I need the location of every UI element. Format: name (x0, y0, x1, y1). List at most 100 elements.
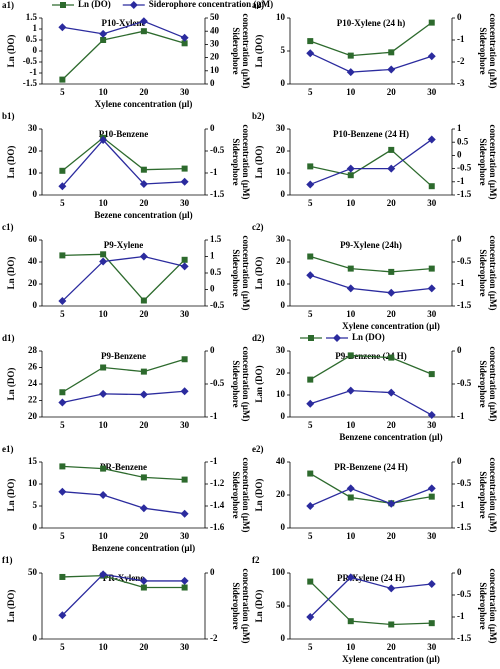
y2-axis-label: Siderophore (478, 249, 488, 296)
marker (387, 65, 396, 74)
panel-label: d1) (2, 333, 15, 343)
x-tick-label: 10 (346, 87, 356, 97)
chart-title: P9-Benzene (101, 351, 146, 361)
y2-tick-label: -1 (457, 278, 465, 288)
marker (140, 28, 147, 35)
marker (181, 356, 188, 363)
y-tick-label: 0 (281, 300, 286, 310)
y-tick-label: 0 (281, 522, 286, 532)
marker (427, 580, 436, 588)
y2-tick-label: -1.5 (457, 300, 472, 310)
y-tick-label: 0 (281, 633, 286, 643)
y2-axis-label: Siderophore (231, 138, 241, 185)
marker (59, 389, 66, 396)
x-tick-label: 20 (387, 642, 397, 652)
y-tick-label: 0 (281, 411, 286, 421)
y2-tick-label: 0 (457, 345, 462, 355)
y2-tick-label: -1.2 (210, 478, 225, 488)
x-tick-label: 5 (308, 420, 313, 430)
marker (181, 40, 188, 47)
y2-axis-label: concentration (µM) (241, 458, 251, 533)
series-line (309, 472, 432, 504)
y-tick-label: 50 (28, 567, 38, 577)
x-tick-label: 20 (387, 531, 397, 541)
y2-axis-label: concentration (µM) (488, 14, 498, 89)
y-tick-label: 20 (276, 145, 286, 155)
x-tick-label: 30 (180, 87, 190, 97)
x-tick-label: 10 (346, 309, 356, 319)
y2-tick-label: -2 (457, 56, 465, 66)
marker (307, 163, 314, 170)
x-axis-label: Xylene concentration (µl) (342, 321, 440, 331)
marker (100, 465, 107, 472)
x-tick-label: 10 (346, 198, 356, 208)
series-line (61, 30, 185, 81)
y-axis-label: Ln (DO) (254, 35, 264, 68)
y-tick-label: 26 (28, 362, 38, 372)
y-tick-label: 60 (28, 234, 38, 244)
marker (139, 252, 148, 261)
marker (100, 364, 107, 371)
y2-axis-label: Siderophore (478, 582, 488, 629)
y-tick-label: 5 (281, 45, 286, 55)
y-tick-label: 20 (28, 278, 38, 288)
y-tick-label: 0 (33, 522, 38, 532)
panel-label: e1) (2, 444, 14, 454)
y-tick-label: 0 (33, 189, 38, 199)
x-tick-label: 30 (180, 420, 190, 430)
y-tick-label: 0 (33, 45, 38, 55)
marker (99, 257, 108, 266)
x-tick-label: 10 (99, 87, 109, 97)
y2-axis-label: concentration (µM) (241, 236, 251, 311)
y2-tick-label: 0 (210, 567, 215, 577)
marker (59, 463, 66, 470)
y-axis-label: Ln (DO) (6, 590, 16, 623)
marker (180, 177, 189, 186)
y-axis-label: Ln (DO) (254, 590, 264, 623)
y2-tick-label: -1 (210, 456, 218, 466)
x-tick-label: 30 (427, 531, 437, 541)
y-axis-label: Lan (DO) (254, 365, 264, 402)
series-line (309, 52, 432, 73)
y2-tick-label: 0 (457, 149, 462, 159)
x-axis-label: Benzene concentration (µl) (92, 543, 195, 553)
y-tick-label: -0.5 (23, 56, 38, 66)
y2-tick-label: 0 (457, 567, 462, 577)
y2-tick-label: -1 (210, 411, 218, 421)
x-axis-label: Benzene concentration (µl) (339, 432, 442, 442)
series-line (62, 491, 185, 515)
y2-tick-label: -1.5 (457, 633, 472, 643)
marker (388, 146, 395, 153)
y-tick-label: 30 (28, 123, 38, 133)
marker (99, 570, 108, 579)
y-tick-label: 10 (276, 389, 286, 399)
marker (388, 268, 395, 275)
series-line (62, 358, 185, 393)
y2-tick-label: -1 (210, 167, 218, 177)
y2-axis-label: Siderophore (478, 471, 488, 518)
marker (346, 573, 355, 582)
y-tick-label: 10 (28, 478, 38, 488)
y2-tick-label: 0.5 (457, 136, 469, 146)
marker (58, 487, 67, 496)
x-tick-label: 30 (180, 642, 190, 652)
x-tick-label: 20 (139, 642, 149, 652)
marker (347, 618, 354, 625)
marker (428, 19, 435, 26)
series-line (310, 149, 433, 187)
x-tick-label: 20 (139, 309, 149, 319)
y-tick-label: 10 (28, 167, 38, 177)
marker (387, 288, 396, 297)
y-tick-label: 30 (276, 345, 286, 355)
marker (347, 52, 354, 59)
series-line (309, 354, 432, 381)
y2-axis-label: concentration (µM) (488, 125, 498, 200)
y2-axis-label: concentration (µM) (241, 347, 251, 422)
marker (58, 611, 67, 620)
y2-tick-label: 10 (210, 65, 220, 75)
y2-tick-label: 50 (210, 12, 220, 22)
marker (58, 398, 67, 407)
marker (180, 387, 189, 396)
marker (99, 491, 108, 499)
marker (346, 68, 355, 77)
